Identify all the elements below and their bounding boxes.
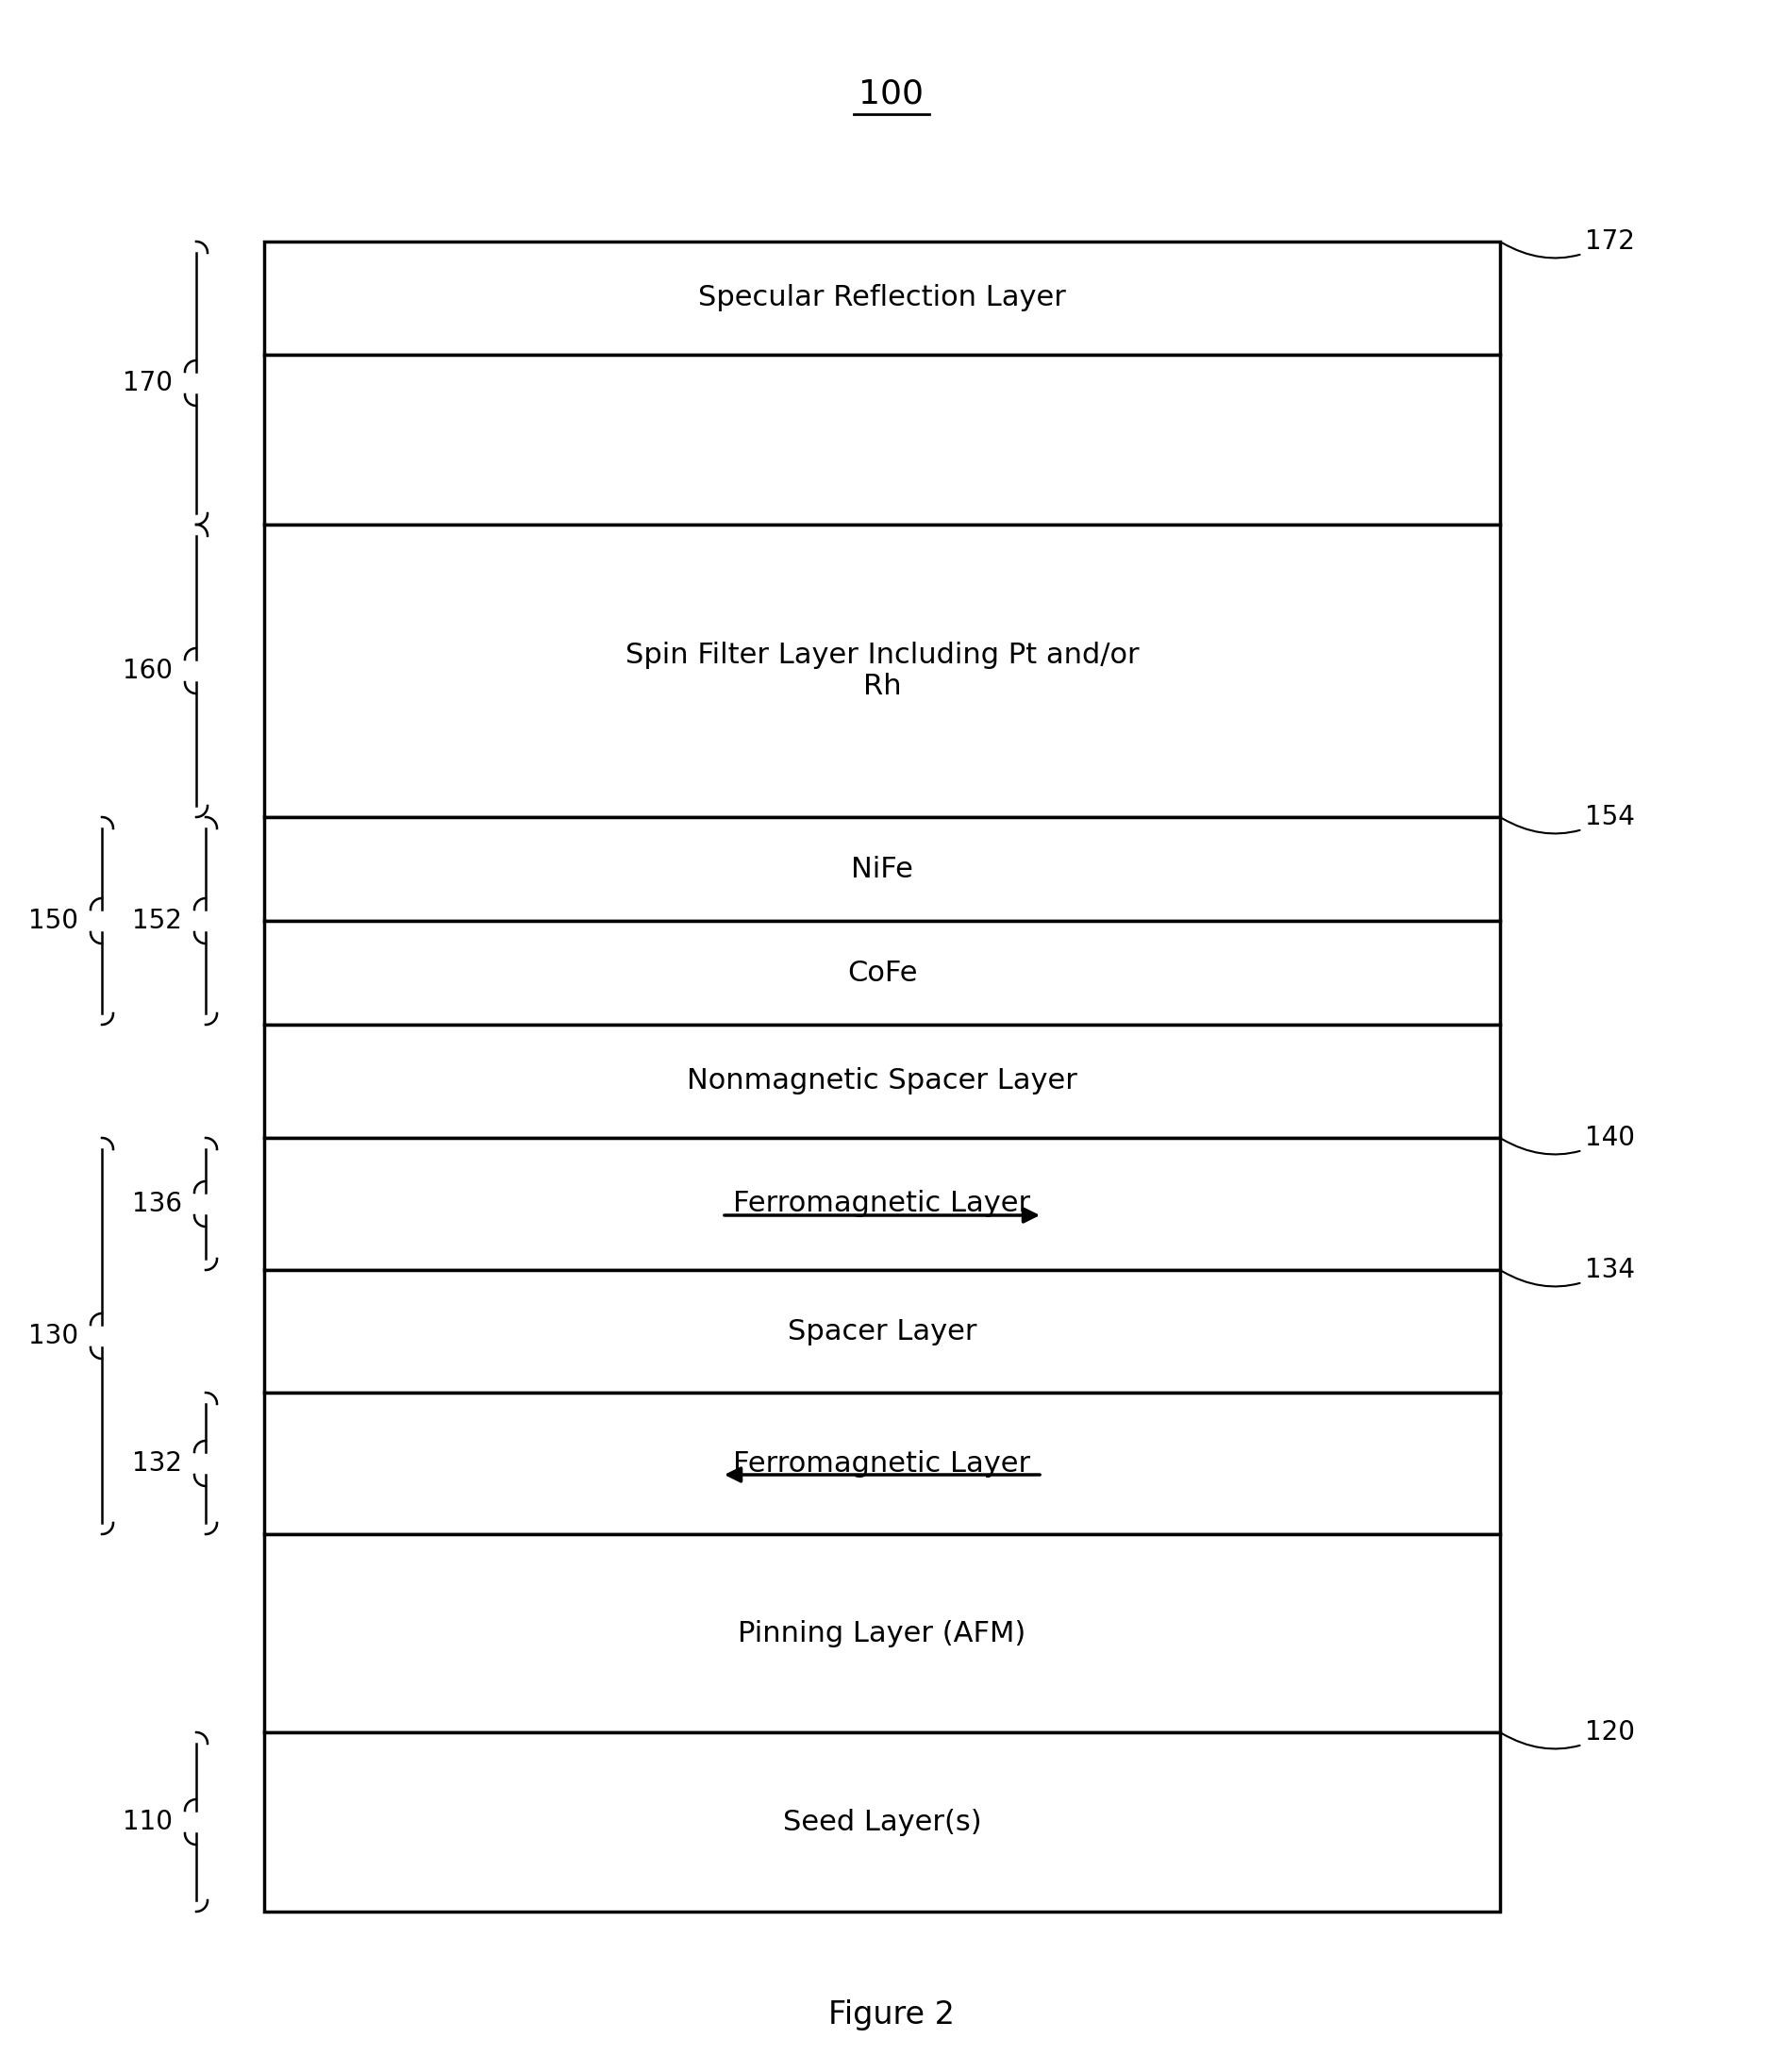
- Text: Spin Filter Layer Including Pt and/or
Rh: Spin Filter Layer Including Pt and/or Rh: [624, 642, 1138, 700]
- Bar: [264, 1392, 1500, 1533]
- Text: 172: 172: [1502, 228, 1634, 259]
- Text: 134: 134: [1502, 1258, 1634, 1287]
- Text: NiFe: NiFe: [851, 856, 913, 883]
- Bar: [264, 1533, 1500, 1732]
- Bar: [264, 354, 1500, 524]
- Bar: [264, 816, 1500, 920]
- Text: CoFe: CoFe: [847, 959, 917, 986]
- Text: 130: 130: [29, 1322, 78, 1349]
- Text: Figure 2: Figure 2: [828, 1999, 954, 2031]
- Text: 170: 170: [123, 371, 173, 396]
- Text: Seed Layer(s): Seed Layer(s): [783, 1809, 981, 1836]
- Text: Ferromagnetic Layer: Ferromagnetic Layer: [733, 1189, 1031, 1218]
- Text: 132: 132: [132, 1450, 182, 1477]
- Text: 136: 136: [132, 1191, 182, 1216]
- Text: 150: 150: [29, 908, 78, 934]
- Bar: [264, 1270, 1500, 1392]
- Bar: [264, 242, 1500, 354]
- Bar: [264, 1026, 1500, 1138]
- Text: Nonmagnetic Spacer Layer: Nonmagnetic Spacer Layer: [687, 1067, 1078, 1094]
- Bar: [264, 920, 1500, 1026]
- Text: 154: 154: [1502, 804, 1634, 833]
- Bar: [264, 524, 1500, 816]
- Text: 110: 110: [123, 1809, 173, 1836]
- Bar: [264, 1138, 1500, 1270]
- Text: 160: 160: [123, 657, 173, 684]
- Text: Spacer Layer: Spacer Layer: [787, 1318, 976, 1345]
- Text: Ferromagnetic Layer: Ferromagnetic Layer: [733, 1450, 1031, 1477]
- Bar: [264, 1732, 1500, 1912]
- Text: 140: 140: [1502, 1125, 1634, 1154]
- Text: 100: 100: [858, 77, 924, 110]
- Text: 152: 152: [132, 908, 182, 934]
- Text: Pinning Layer (AFM): Pinning Layer (AFM): [739, 1620, 1026, 1647]
- Text: 120: 120: [1502, 1720, 1634, 1749]
- Text: Specular Reflection Layer: Specular Reflection Layer: [698, 284, 1067, 313]
